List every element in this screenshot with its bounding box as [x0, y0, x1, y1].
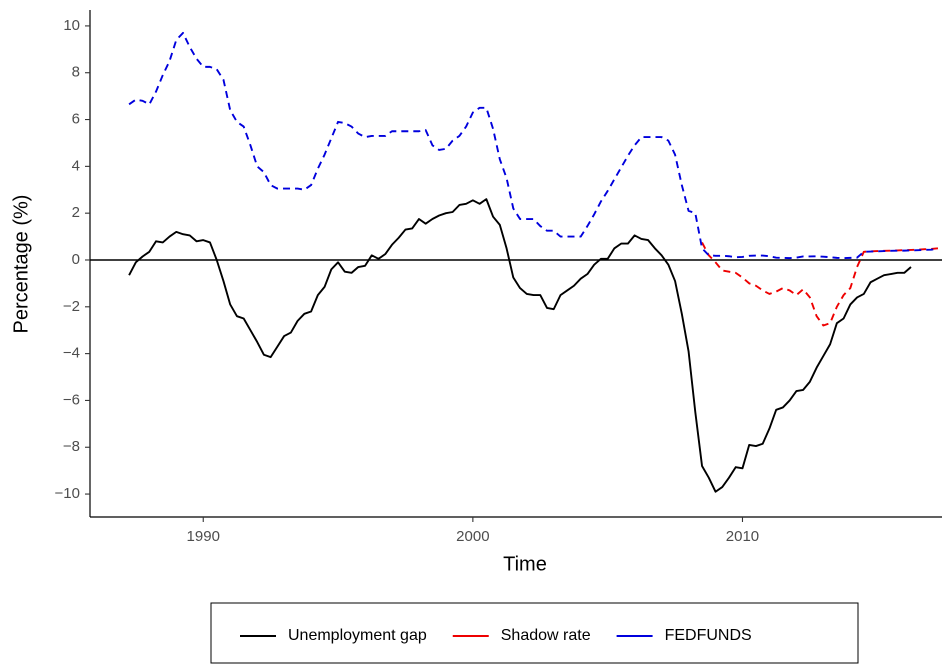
y-tick-label: −10 [55, 485, 80, 502]
x-tick-label: 2010 [726, 528, 759, 545]
y-tick-label: 10 [63, 17, 80, 34]
y-tick-label: 8 [72, 64, 80, 81]
series-line [701, 241, 939, 327]
legend-label: FEDFUNDS [665, 627, 752, 644]
y-tick-label: −4 [63, 345, 80, 362]
legend-label: Shadow rate [501, 627, 591, 644]
legend-box [210, 602, 859, 664]
y-tick-label: −8 [63, 438, 80, 455]
x-axis-title: Time [503, 553, 547, 575]
y-axis-title: Percentage (%) [10, 195, 32, 334]
y-tick-label: −2 [63, 298, 80, 315]
y-tick-label: 0 [72, 251, 80, 268]
y-tick-label: 6 [72, 111, 80, 128]
y-tick-label: 4 [72, 157, 80, 174]
legend-label: Unemployment gap [288, 627, 427, 644]
series-line [128, 198, 912, 493]
x-tick-label: 2000 [456, 528, 489, 545]
series-line [128, 31, 939, 260]
x-tick-label: 1990 [187, 528, 220, 545]
y-tick-label: −6 [63, 391, 80, 408]
y-tick-label: 2 [72, 204, 80, 221]
